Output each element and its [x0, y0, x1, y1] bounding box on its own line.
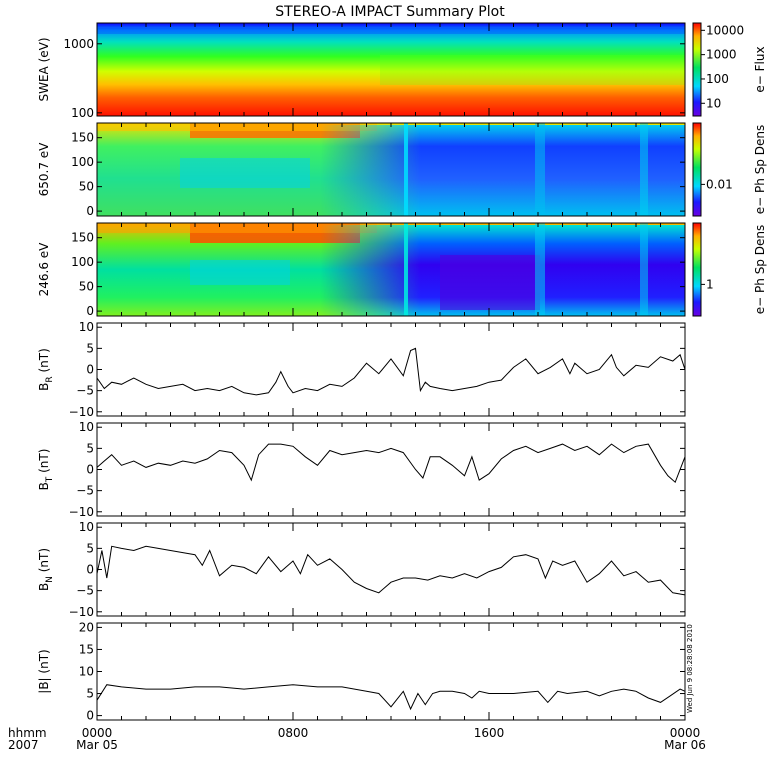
bt-ytick-label: 0: [86, 463, 94, 477]
bmag-ylabel: |B| (nT): [37, 649, 51, 693]
br-ytick-label: −10: [69, 405, 94, 419]
bt-frame: [96, 422, 686, 517]
swea-spectrogram-panel: 1000 100 SWEA (eV): [37, 22, 686, 120]
bt-ytick-label: 10: [79, 420, 94, 434]
flux-colorbar: 10000 1000 100 10 e− Flux: [692, 22, 767, 117]
pad-650-spike: [535, 123, 545, 216]
time-tick-end: 0000: [670, 726, 701, 740]
bmag-ytick-label: 10: [79, 665, 94, 679]
pad-246-panel: 150 100 50 0 246.6 eV: [37, 222, 686, 318]
time-tick-end-date: Mar 06: [664, 738, 706, 752]
time-axis-year: 2007: [8, 738, 39, 752]
swea-colorbar-tick-label: 10: [706, 96, 721, 110]
bn-ytick-label: 0: [86, 563, 94, 577]
swea-background-band: [380, 55, 685, 85]
br-series-line: [96, 347, 686, 396]
bt-series-line: [96, 443, 686, 484]
bt-ytick-label: −10: [69, 505, 94, 519]
psd-650-colorbar-scale: [692, 122, 702, 217]
plot-title: STEREO-A IMPACT Summary Plot: [275, 4, 505, 20]
pad-650-colorbar-tick-label: 0.01: [706, 177, 733, 191]
psd-246-colorbar: 1 e− Ph Sp Dens: [692, 222, 767, 317]
time-tick-1600: 1600: [474, 726, 505, 740]
swea-colorbar-tick-label: 10000: [706, 23, 744, 37]
time-tick-0800: 0800: [278, 726, 309, 740]
pad-246-ytick-label: 150: [71, 231, 94, 245]
swea-ytick-label: 100: [71, 106, 94, 120]
bn-ytick-label: 10: [79, 520, 94, 534]
bmag-ytick-label: 0: [86, 709, 94, 723]
swea-ytick-label: 1000: [63, 37, 94, 51]
pad-246-spike: [404, 223, 408, 316]
br-panel: 10 5 0 −5 −10 BR (nT): [37, 320, 686, 419]
bt-ytick-label: −5: [76, 484, 94, 498]
br-ytick-label: 5: [86, 341, 94, 355]
pad-246-colorbar-tick-label: 1: [706, 277, 714, 291]
pad-650-ytick-label: 150: [71, 131, 94, 145]
bn-ytick-label: −5: [76, 584, 94, 598]
bn-panel: 10 5 0 −5 −10 BN (nT): [37, 520, 686, 619]
bt-ylabel: BT (nT): [37, 449, 55, 491]
pad-650-ytick-label: 100: [71, 155, 94, 169]
pad-650-colorbar-label: e− Ph Sp Dens: [753, 125, 767, 214]
pad-650-spike: [640, 123, 648, 216]
swea-colorbar-tick-label: 100: [706, 72, 729, 86]
pad-650-ytick-label: 0: [86, 204, 94, 218]
swea-spectrogram: [97, 23, 685, 116]
pad-246-spike: [535, 223, 545, 316]
psd-650-colorbar: 0.01 e− Ph Sp Dens: [692, 122, 767, 217]
bt-panel: 10 5 0 −5 −10 BT (nT): [37, 420, 686, 519]
pad-246-depletion: [190, 260, 290, 285]
bn-ylabel: BN (nT): [37, 548, 55, 591]
swea-ylabel: SWEA (eV): [37, 37, 51, 101]
br-ytick-label: −5: [76, 384, 94, 398]
bmag-panel: 20 15 10 5 0 |B| (nT): [37, 620, 686, 723]
pad-246-spike: [640, 223, 648, 316]
bn-ytick-label: 5: [86, 541, 94, 555]
pad-650-panel: 150 100 50 0 650.7 eV: [37, 122, 686, 218]
br-ylabel: BR (nT): [37, 348, 55, 391]
time-axis: hhmm 2007 0000 Mar 05 0800 1600 0000 Mar…: [8, 726, 706, 752]
pad-246-depletion: [97, 223, 685, 316]
time-tick-start-date: Mar 05: [76, 738, 118, 752]
bn-ytick-label: −10: [69, 605, 94, 619]
swea-background-band: [97, 28, 685, 34]
bmag-frame: [96, 622, 686, 721]
pad-650-ytick-label: 50: [79, 180, 94, 194]
psd-246-colorbar-scale: [692, 222, 702, 317]
bt-ytick-label: 5: [86, 441, 94, 455]
generation-timestamp: Wed Jun 9 08:28:08 2010: [686, 624, 694, 713]
pad-650-ylabel: 650.7 eV: [37, 142, 51, 197]
pad-246-colorbar-label: e− Ph Sp Dens: [753, 225, 767, 314]
time-tick-start: 0000: [82, 726, 113, 740]
br-ytick-label: 0: [86, 363, 94, 377]
time-axis-unit: hhmm: [8, 726, 47, 740]
bn-series-line: [96, 545, 686, 596]
bmag-ytick-label: 20: [79, 620, 94, 634]
pad-246-depletion: [440, 255, 540, 310]
br-frame: [96, 322, 686, 417]
pad-246-ylabel: 246.6 eV: [37, 242, 51, 297]
swea-colorbar-label: e− Flux: [753, 46, 767, 92]
pad-246-ytick-label: 50: [79, 280, 94, 294]
pad-650-depletion: [180, 158, 310, 188]
bn-frame: [96, 522, 686, 617]
br-ytick-label: 10: [79, 320, 94, 334]
bmag-series-line: [96, 684, 686, 711]
swea-colorbar-tick-label: 1000: [706, 48, 737, 62]
pad-246-ytick-label: 0: [86, 304, 94, 318]
pad-650-spike: [404, 123, 408, 216]
bmag-ytick-label: 5: [86, 687, 94, 701]
flux-colorbar-scale: [692, 22, 702, 117]
pad-246-ytick-label: 100: [71, 255, 94, 269]
bmag-ytick-label: 15: [79, 642, 94, 656]
